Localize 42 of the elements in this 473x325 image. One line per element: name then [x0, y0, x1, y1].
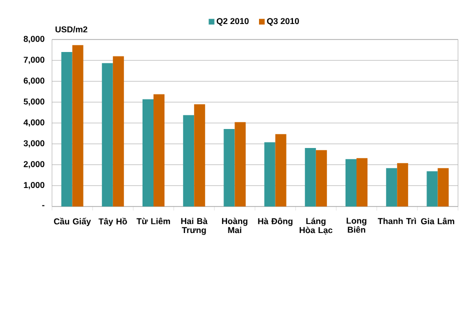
- y-tick-label: 5,000: [24, 98, 44, 106]
- x-tick-label: Láng Hòa Lạc: [300, 218, 332, 235]
- x-tick-label: Tây Hồ: [98, 218, 127, 226]
- bar: [275, 134, 286, 207]
- legend-label: Q3 2010: [267, 18, 299, 26]
- bar: [426, 171, 438, 207]
- bar: [142, 99, 154, 207]
- y-tick-label: 7,000: [24, 56, 44, 64]
- bar: [234, 122, 246, 207]
- y-tick-label: 6,000: [24, 78, 44, 85]
- x-tick-label: Hai Bà Trưng: [181, 218, 208, 235]
- y-tick-label: 2,000: [24, 161, 44, 168]
- y-tick-label: 4,000: [24, 119, 44, 127]
- y-tick-label: 3,000: [24, 140, 44, 148]
- y-tick-label: -: [42, 205, 44, 206]
- x-tick-label: Gia Lâm: [421, 218, 454, 224]
- bar: [386, 168, 398, 207]
- bar: [154, 94, 165, 207]
- bar: [194, 104, 206, 207]
- y-tick-label: 1,000: [24, 182, 44, 190]
- y-tick-label: 8,000: [24, 36, 44, 44]
- bar: [183, 115, 194, 207]
- x-tick-label: Thanh Trì: [378, 218, 416, 224]
- bar: [112, 56, 124, 207]
- bar: [356, 158, 368, 207]
- x-tick-label: Hà Đông: [258, 218, 292, 226]
- y-axis-title: USD/m2: [56, 26, 88, 32]
- bar: [102, 63, 113, 207]
- x-tick-label: Từ Liêm: [136, 218, 170, 224]
- bar: [264, 142, 276, 207]
- bar: [304, 148, 316, 207]
- bar: [224, 129, 235, 207]
- bar: [72, 45, 84, 207]
- legend-label: Q2 2010: [216, 18, 249, 26]
- bar: [397, 163, 408, 207]
- x-tick-label: Cầu Giấy: [54, 218, 91, 226]
- x-tick-label: Hoàng Mai: [222, 218, 248, 234]
- bar: [346, 159, 357, 207]
- bar: [438, 168, 449, 207]
- bar: [316, 150, 327, 207]
- bar: [61, 52, 72, 207]
- x-tick-label: Long Biên: [346, 218, 366, 233]
